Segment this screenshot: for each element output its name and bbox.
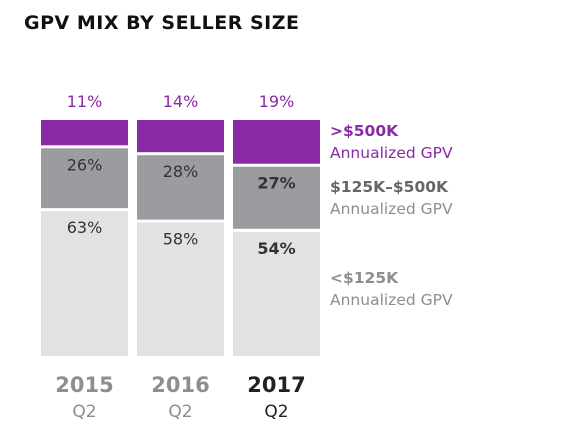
category-year-2017: 2017 bbox=[247, 373, 305, 397]
data-label-2017-mid: 27% bbox=[257, 174, 295, 193]
bars-group: 63% 26% 11% 2015 Q2 58% 28% 14% 2016 Q2 54% 27% 19% 2… bbox=[41, 92, 320, 422]
legend-head-large: >$500K bbox=[330, 122, 399, 140]
legend-sub-large: Annualized GPV bbox=[330, 144, 453, 162]
chart-title: GPV MIX BY SELLER SIZE bbox=[24, 12, 300, 34]
legend-head-mid: $125K–$500K bbox=[330, 178, 449, 196]
data-label-2015-mid: 26% bbox=[67, 155, 103, 174]
bar-segment-2017-mid bbox=[233, 166, 320, 229]
bar-segment-2015-large bbox=[41, 120, 128, 146]
bar-segment-2016-small bbox=[137, 222, 224, 356]
data-label-2015-large: 11% bbox=[67, 92, 103, 111]
bar-segment-2017-small bbox=[233, 231, 320, 356]
category-year-2015: 2015 bbox=[55, 373, 113, 397]
category-quarter-2015: Q2 bbox=[72, 402, 96, 422]
legend-sub-small: Annualized GPV bbox=[330, 291, 453, 309]
data-label-2016-large: 14% bbox=[163, 92, 199, 111]
bar-segment-2017-large bbox=[233, 120, 320, 164]
legend-sub-mid: Annualized GPV bbox=[330, 200, 453, 218]
data-label-2017-large: 19% bbox=[259, 92, 295, 111]
data-label-2015-small: 63% bbox=[67, 218, 103, 237]
category-year-2016: 2016 bbox=[151, 373, 209, 397]
bar-segment-2015-small bbox=[41, 211, 128, 356]
data-label-2016-small: 58% bbox=[163, 230, 199, 249]
category-quarter-2017: Q2 bbox=[264, 402, 288, 422]
legend-head-small: <$125K bbox=[330, 269, 399, 287]
legend: <$125K Annualized GPV $125K–$500K Annualize… bbox=[330, 122, 453, 309]
bar-segment-2016-large bbox=[137, 120, 224, 153]
data-label-2017-small: 54% bbox=[257, 239, 295, 258]
data-label-2016-mid: 28% bbox=[163, 162, 199, 181]
bar-segment-2015-mid bbox=[41, 148, 128, 209]
category-quarter-2016: Q2 bbox=[168, 402, 192, 422]
bar-segment-2016-mid bbox=[137, 155, 224, 220]
